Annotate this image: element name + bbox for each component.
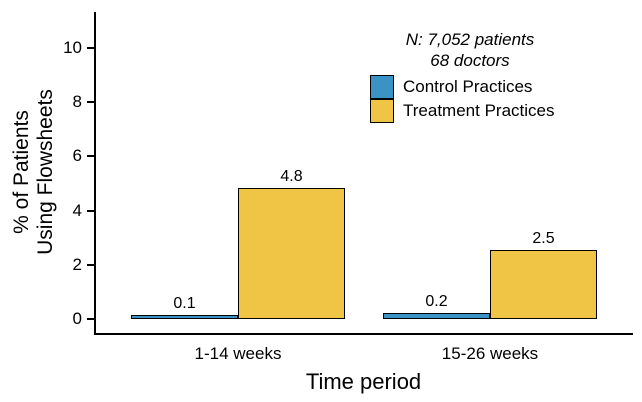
y-axis-tick-mark — [87, 209, 94, 212]
y-axis-tick-mark — [87, 263, 94, 266]
y-axis-tick-label: 2 — [72, 254, 82, 274]
annotation-patients: N: 7,052 patients — [405, 30, 535, 49]
treatment-color-swatch — [370, 99, 394, 123]
y-axis-tick-mark — [87, 318, 94, 320]
y-axis-tick-label: 0 — [72, 309, 82, 328]
y-axis-tick-label: 6 — [72, 146, 82, 166]
y-axis-tick-mark — [87, 155, 94, 158]
y-axis-tick-label: 10 — [63, 38, 82, 57]
legend: Control Practices Treatment Practices — [370, 75, 554, 123]
sample-size-annotation: N: 7,052 patients 68 doctors — [350, 29, 590, 71]
y-axis-tick-mark — [87, 47, 94, 49]
bar-treatment-1-14-weeks — [238, 188, 345, 319]
y-axis-title-line1: % of Patients — [10, 110, 33, 234]
plot-area: 0 2 4 6 8 10 0.1 4.8 0.2 2.5 1-14 weeks 15-26… — [63, 12, 633, 363]
bar-treatment-15-26-weeks — [490, 250, 597, 319]
y-axis-tick-mark — [87, 101, 94, 104]
x-axis-title: Time period — [305, 369, 422, 394]
bar-value-label: 0.1 — [173, 295, 196, 312]
y-axis-title: % of Patients Using Flowsheets — [10, 89, 58, 255]
x-tick-label-1-14-weeks: 1-14 weeks — [194, 344, 282, 363]
legend-item-control: Control Practices — [370, 75, 554, 99]
bar-control-15-26-weeks — [383, 313, 490, 319]
y-axis-tick-label: 4 — [72, 200, 82, 220]
control-color-swatch — [370, 75, 394, 99]
y-axis-title-line2: Using Flowsheets — [34, 89, 57, 255]
bar-control-1-14-weeks — [131, 315, 238, 319]
bar-value-label: 0.2 — [425, 293, 448, 310]
bar-value-label: 2.5 — [532, 230, 555, 247]
y-axis-tick-label: 8 — [72, 92, 82, 112]
legend-label-treatment: Treatment Practices — [403, 101, 555, 120]
legend-label-control: Control Practices — [403, 77, 533, 96]
x-tick-label-15-26-weeks: 15-26 weeks — [441, 344, 539, 363]
bar-value-label: 4.8 — [280, 168, 303, 185]
legend-item-treatment: Treatment Practices — [370, 99, 554, 123]
annotation-doctors: 68 doctors — [430, 51, 510, 70]
